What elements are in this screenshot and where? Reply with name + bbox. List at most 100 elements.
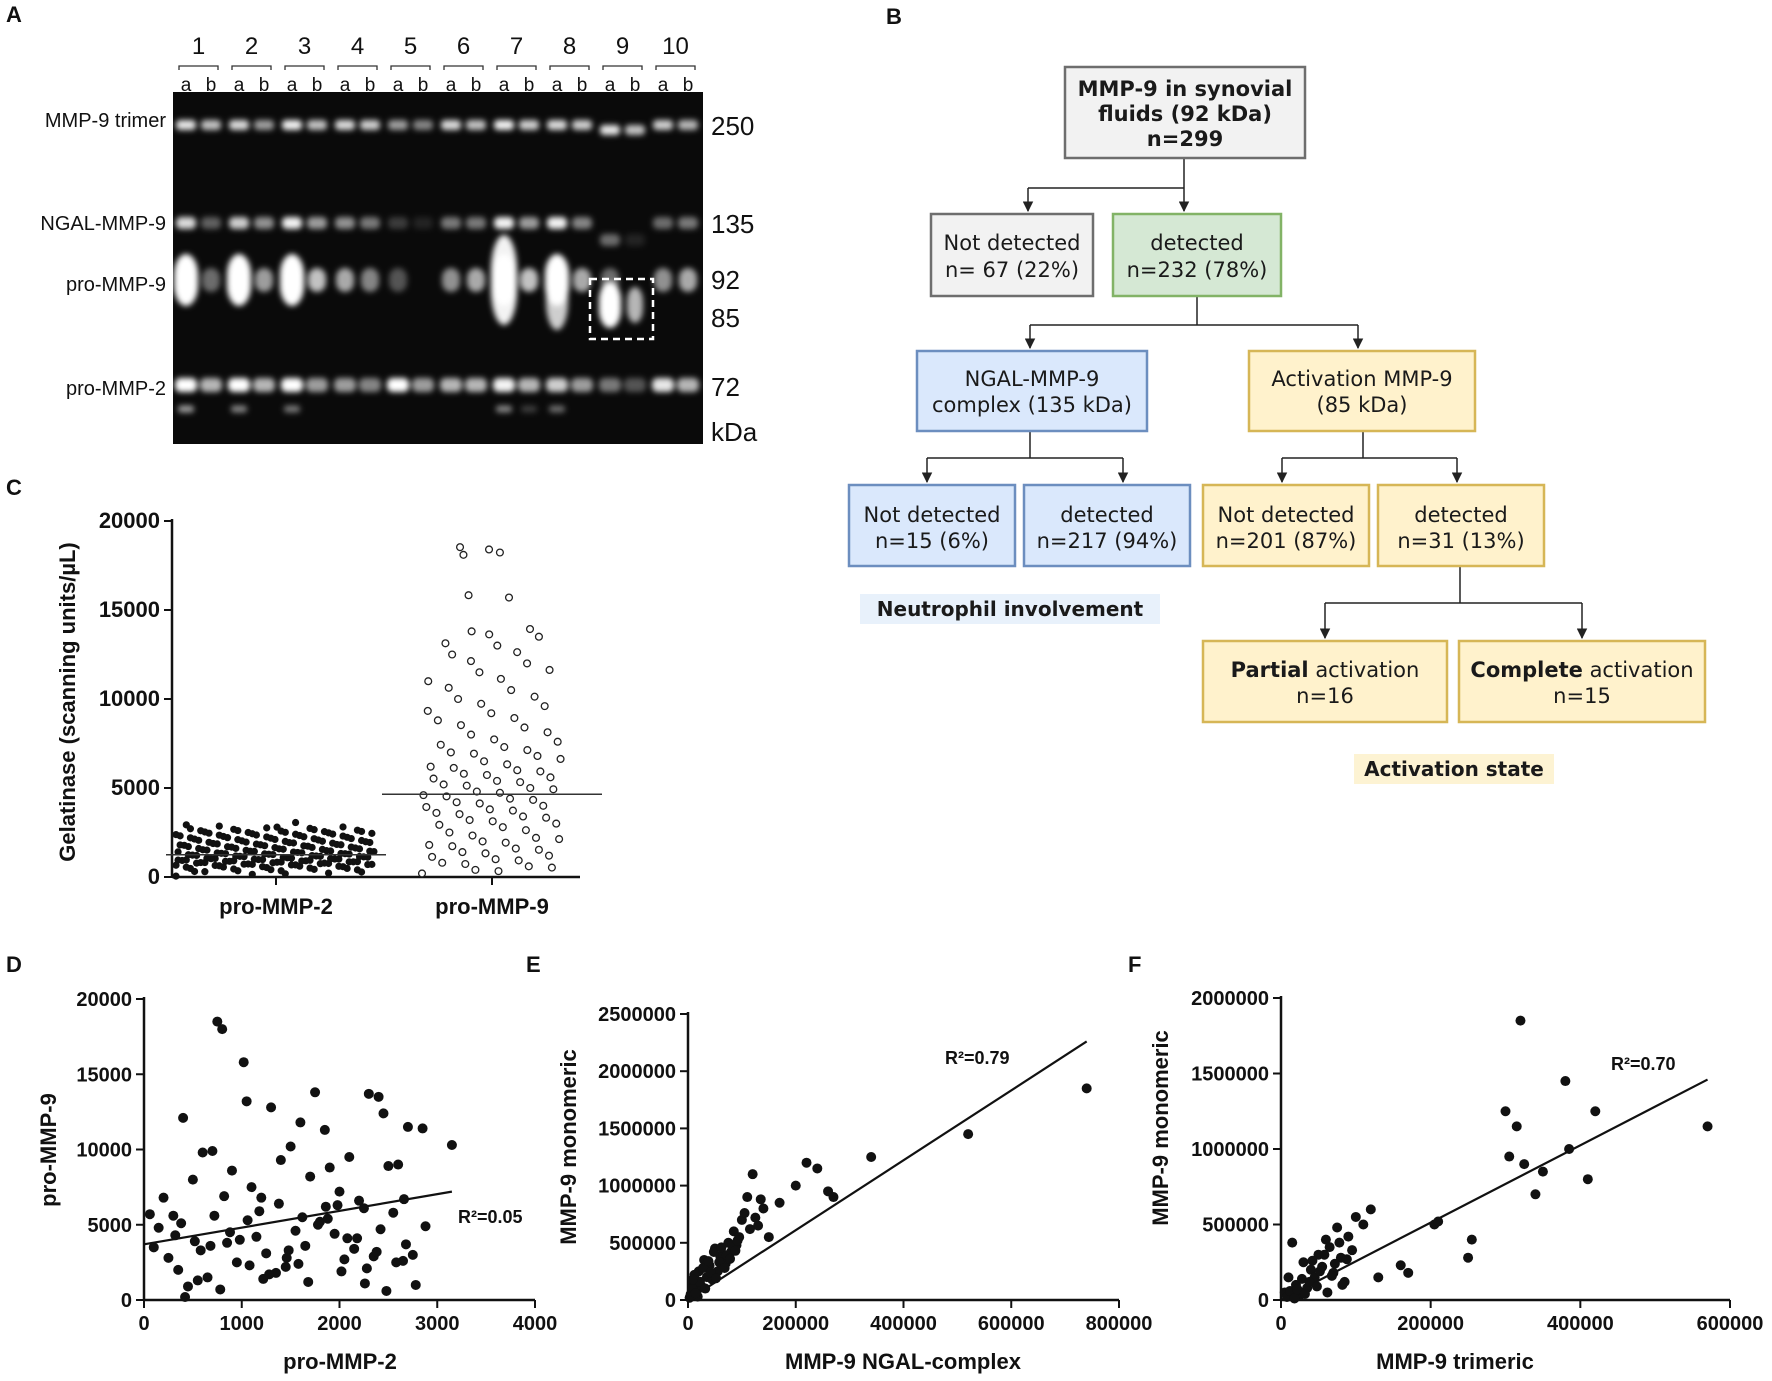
c-point-pro-mmp9 <box>500 743 509 752</box>
c-point-pro-mmp9 <box>511 844 520 853</box>
root-line2: fluids (92 kDa) <box>1098 102 1272 126</box>
sublane-label: b <box>365 75 376 96</box>
x-tick-label: 0 <box>682 1313 693 1335</box>
gel-band <box>547 120 567 130</box>
chart-c-xcat-0: pro-MMP-2 <box>219 894 333 919</box>
c-point-pro-mmp2 <box>242 846 250 854</box>
data-point <box>828 1192 839 1203</box>
c-point-pro-mmp9 <box>475 668 484 677</box>
c-point-pro-mmp9 <box>435 820 444 829</box>
c-point-pro-mmp9 <box>526 783 535 793</box>
c-point-pro-mmp9 <box>487 709 496 718</box>
data-point <box>281 1252 292 1263</box>
c-point-pro-mmp2 <box>197 827 205 835</box>
c-point-pro-mmp9 <box>546 773 555 782</box>
lane-bracket <box>178 65 219 70</box>
c-point-pro-mmp9 <box>448 650 457 659</box>
c-point-pro-mmp2 <box>250 855 258 863</box>
gel-band <box>442 268 460 292</box>
gel-band <box>547 217 567 229</box>
c-point-pro-mmp9 <box>544 851 554 860</box>
data-point <box>238 1057 249 1068</box>
data-point <box>1319 1249 1330 1260</box>
c-point-pro-mmp9 <box>491 855 500 864</box>
c-point-pro-mmp9 <box>523 659 532 668</box>
chart-f: MMP-9 monomeric MMP-9 trimeric R²=0.70 0… <box>1148 988 1763 1374</box>
c-point-pro-mmp9 <box>508 806 517 815</box>
c-point-pro-mmp2 <box>308 852 316 860</box>
chart-f-ylabel: MMP-9 monomeric <box>1148 1030 1173 1226</box>
data-point <box>1365 1204 1376 1215</box>
lane-bracket <box>443 65 484 70</box>
c-point-pro-mmp9 <box>545 665 554 675</box>
c-point-pro-mmp9 <box>467 730 476 739</box>
sublane-label: b <box>259 75 270 96</box>
c-point-pro-mmp9 <box>449 763 458 772</box>
c-point-pro-mmp2 <box>353 826 362 834</box>
partial-rest: activation <box>1309 658 1420 682</box>
data-point <box>1314 1266 1325 1277</box>
sublane-label: a <box>552 75 563 96</box>
y-tick-label: 1000000 <box>1191 1139 1269 1161</box>
data-point <box>1305 1264 1316 1275</box>
data-point <box>1341 1254 1352 1265</box>
data-point <box>312 1219 323 1230</box>
y-tick-label: 0 <box>148 864 160 889</box>
data-point <box>1289 1293 1300 1304</box>
lane-label: 8 <box>563 33 576 60</box>
c-point-pro-mmp9 <box>543 728 552 737</box>
data-point <box>1560 1076 1571 1087</box>
c-point-pro-mmp9 <box>458 848 467 857</box>
gel-band <box>549 405 565 413</box>
gel-band <box>677 378 699 392</box>
c-point-pro-mmp2 <box>279 853 287 862</box>
data-point <box>207 1146 218 1157</box>
gel-band <box>253 378 275 392</box>
data-point <box>1463 1252 1474 1263</box>
c-point-pro-mmp2 <box>240 860 248 868</box>
c-point-pro-mmp2 <box>172 831 180 839</box>
data-point <box>1307 1255 1318 1266</box>
c-point-pro-mmp2 <box>248 870 256 878</box>
data-point <box>381 1285 392 1296</box>
data-point <box>300 1240 311 1251</box>
data-point <box>176 1218 187 1229</box>
data-point <box>215 1284 226 1295</box>
c-point-pro-mmp2 <box>339 823 347 831</box>
panel-letter-f: F <box>1128 952 1141 977</box>
c-point-pro-mmp9 <box>417 869 427 878</box>
y-tick-label: 5000 <box>88 1215 133 1237</box>
c-point-pro-mmp9 <box>436 740 445 749</box>
data-point <box>400 1239 411 1250</box>
c-point-pro-mmp9 <box>462 781 471 790</box>
c-point-pro-mmp2 <box>287 861 296 869</box>
data-point <box>1358 1219 1369 1230</box>
data-point <box>1284 1285 1295 1296</box>
act-nd-line1: Not detected <box>1218 503 1355 527</box>
chart-d-xlabel: pro-MMP-2 <box>283 1349 397 1374</box>
data-point <box>1403 1267 1414 1278</box>
gel-band <box>200 378 222 392</box>
c-point-pro-mmp9 <box>529 795 538 804</box>
x-tick-label: 200000 <box>1397 1313 1464 1335</box>
data-point <box>180 1291 191 1302</box>
c-point-pro-mmp9 <box>452 798 461 807</box>
gel-band <box>174 254 198 306</box>
x-tick-label: 4000 <box>513 1313 558 1335</box>
data-point <box>866 1152 877 1162</box>
gel-band <box>653 120 673 130</box>
gel-band <box>254 120 274 130</box>
x-tick-label: 2000 <box>317 1313 362 1335</box>
c-point-pro-mmp2 <box>205 838 213 846</box>
data-point <box>1334 1237 1345 1248</box>
lane-bracket <box>337 65 378 70</box>
chart-c-xcat-1: pro-MMP-9 <box>435 894 549 919</box>
c-point-pro-mmp2 <box>335 862 343 870</box>
c-point-pro-mmp9 <box>556 754 565 764</box>
c-point-pro-mmp2 <box>223 843 232 851</box>
gel-band <box>441 217 461 229</box>
ngal-line1: NGAL-MMP-9 <box>965 367 1100 391</box>
c-point-pro-mmp2 <box>289 848 298 856</box>
gel-band <box>441 120 461 130</box>
c-point-pro-mmp9 <box>428 852 437 861</box>
